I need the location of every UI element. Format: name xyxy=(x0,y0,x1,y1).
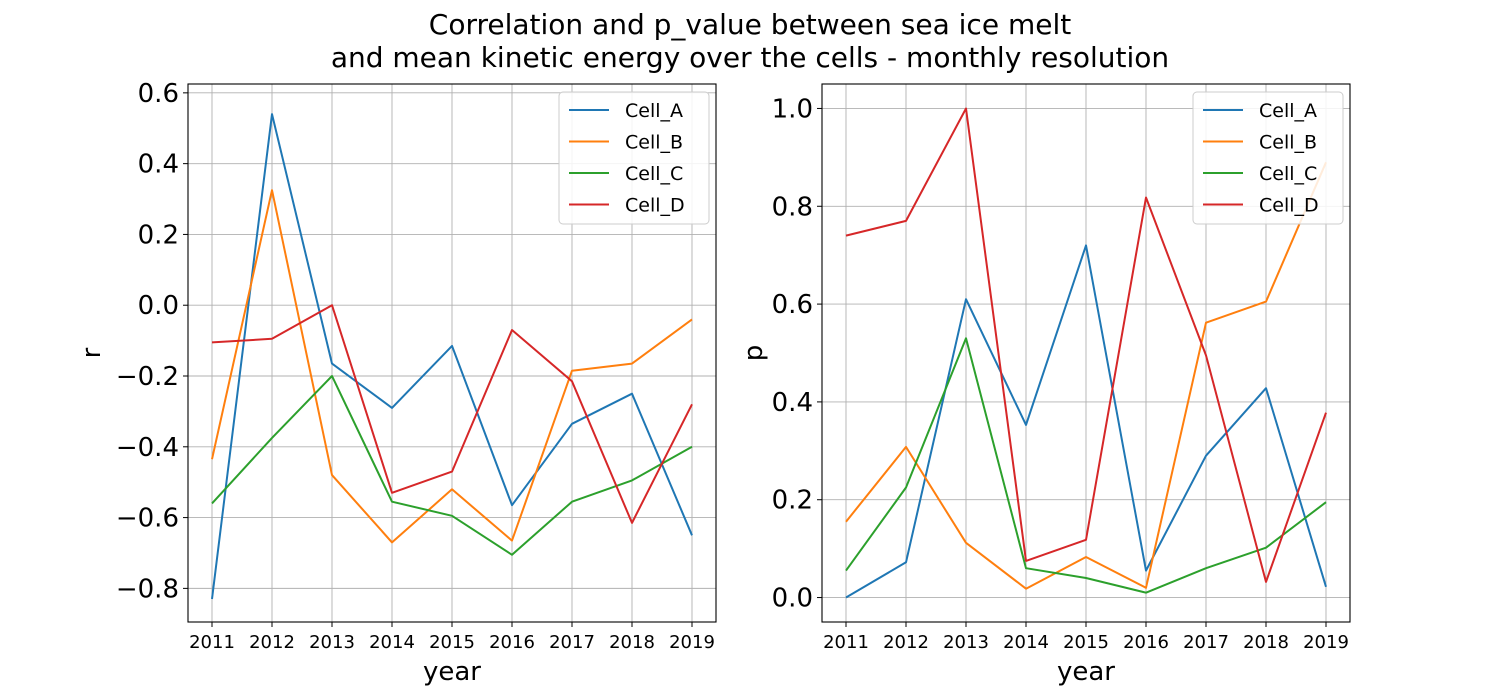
y-tick-label: 0.4 xyxy=(772,388,813,418)
y-tick-label: 0.8 xyxy=(772,192,813,222)
series-line-cell-d xyxy=(845,107,1327,583)
series-line-cell-a xyxy=(211,113,693,600)
legend-label: Cell_C xyxy=(625,163,683,185)
y-tick-label: −0.4 xyxy=(116,433,179,463)
y-tick-label: 0.6 xyxy=(772,290,813,320)
y-tick-label: 0.0 xyxy=(138,291,179,321)
y-tick-label: 0.4 xyxy=(138,150,179,180)
y-tick-label: 0.2 xyxy=(772,486,813,516)
x-tick-label: 2015 xyxy=(1063,632,1109,653)
y-tick-label: 1.0 xyxy=(772,94,813,124)
x-tick-label: 2013 xyxy=(943,632,989,653)
y-axis-label: r xyxy=(77,347,107,358)
x-tick-label: 2018 xyxy=(1243,632,1289,653)
y-tick-label: −0.6 xyxy=(116,504,179,534)
correlation-panel: 2011 2012 2013 2014 2015 2016 2017 2018 2019 −0.8… xyxy=(77,79,717,687)
x-tick-label: 2011 xyxy=(189,632,235,653)
series-line-cell-c xyxy=(845,337,1327,594)
legend: Cell_A Cell_B Cell_C Cell_D xyxy=(1192,91,1344,225)
x-tick-label: 2014 xyxy=(369,632,415,653)
x-tick-label: 2016 xyxy=(489,632,535,653)
x-tick-label: 2017 xyxy=(549,632,595,653)
legend-box xyxy=(558,91,710,225)
x-tick-label: 2015 xyxy=(429,632,475,653)
figure-title: Correlation and p_value between sea ice … xyxy=(0,8,1500,74)
x-tick-label: 2017 xyxy=(1183,632,1229,653)
series-line-cell-d xyxy=(211,304,693,524)
y-tick-label: −0.8 xyxy=(116,574,179,604)
y-tick-label: −0.2 xyxy=(116,362,179,392)
x-tick-label: 2019 xyxy=(1303,632,1349,653)
legend-box xyxy=(1192,91,1344,225)
legend-label: Cell_D xyxy=(625,195,685,217)
x-tick-label: 2013 xyxy=(309,632,355,653)
x-tick-label: 2011 xyxy=(823,632,869,653)
figure-title-line2: and mean kinetic energy over the cells -… xyxy=(330,41,1170,74)
series-line-cell-b xyxy=(211,189,693,544)
legend-label: Cell_C xyxy=(1259,163,1317,185)
x-tick-label: 2012 xyxy=(883,632,929,653)
x-tick-label: 2018 xyxy=(609,632,655,653)
x-tick-label: 2019 xyxy=(669,632,715,653)
legend-label: Cell_B xyxy=(1259,132,1317,154)
x-tick-label: 2014 xyxy=(1003,632,1049,653)
y-axis-label: p xyxy=(739,345,769,362)
legend: Cell_A Cell_B Cell_C Cell_D xyxy=(558,91,710,225)
legend-label: Cell_B xyxy=(625,132,683,154)
y-tick-label: 0.6 xyxy=(138,79,179,109)
legend-label: Cell_D xyxy=(1259,195,1319,217)
legend-label: Cell_A xyxy=(625,100,683,122)
x-axis-label: year xyxy=(423,657,481,687)
p-value-panel: 2011 2012 2013 2014 2015 2016 2017 2018 2019 0.0 0… xyxy=(739,83,1351,687)
legend-label: Cell_A xyxy=(1259,100,1317,122)
figure-title-line1: Correlation and p_value between sea ice … xyxy=(428,8,1072,41)
x-axis-label: year xyxy=(1057,657,1115,687)
series-line-cell-b xyxy=(845,161,1327,590)
series-line-cell-c xyxy=(211,375,693,556)
series-line-cell-a xyxy=(845,244,1327,599)
x-tick-label: 2012 xyxy=(249,632,295,653)
y-tick-label: 0.0 xyxy=(772,584,813,614)
x-tick-label: 2016 xyxy=(1123,632,1169,653)
y-tick-label: 0.2 xyxy=(138,220,179,250)
